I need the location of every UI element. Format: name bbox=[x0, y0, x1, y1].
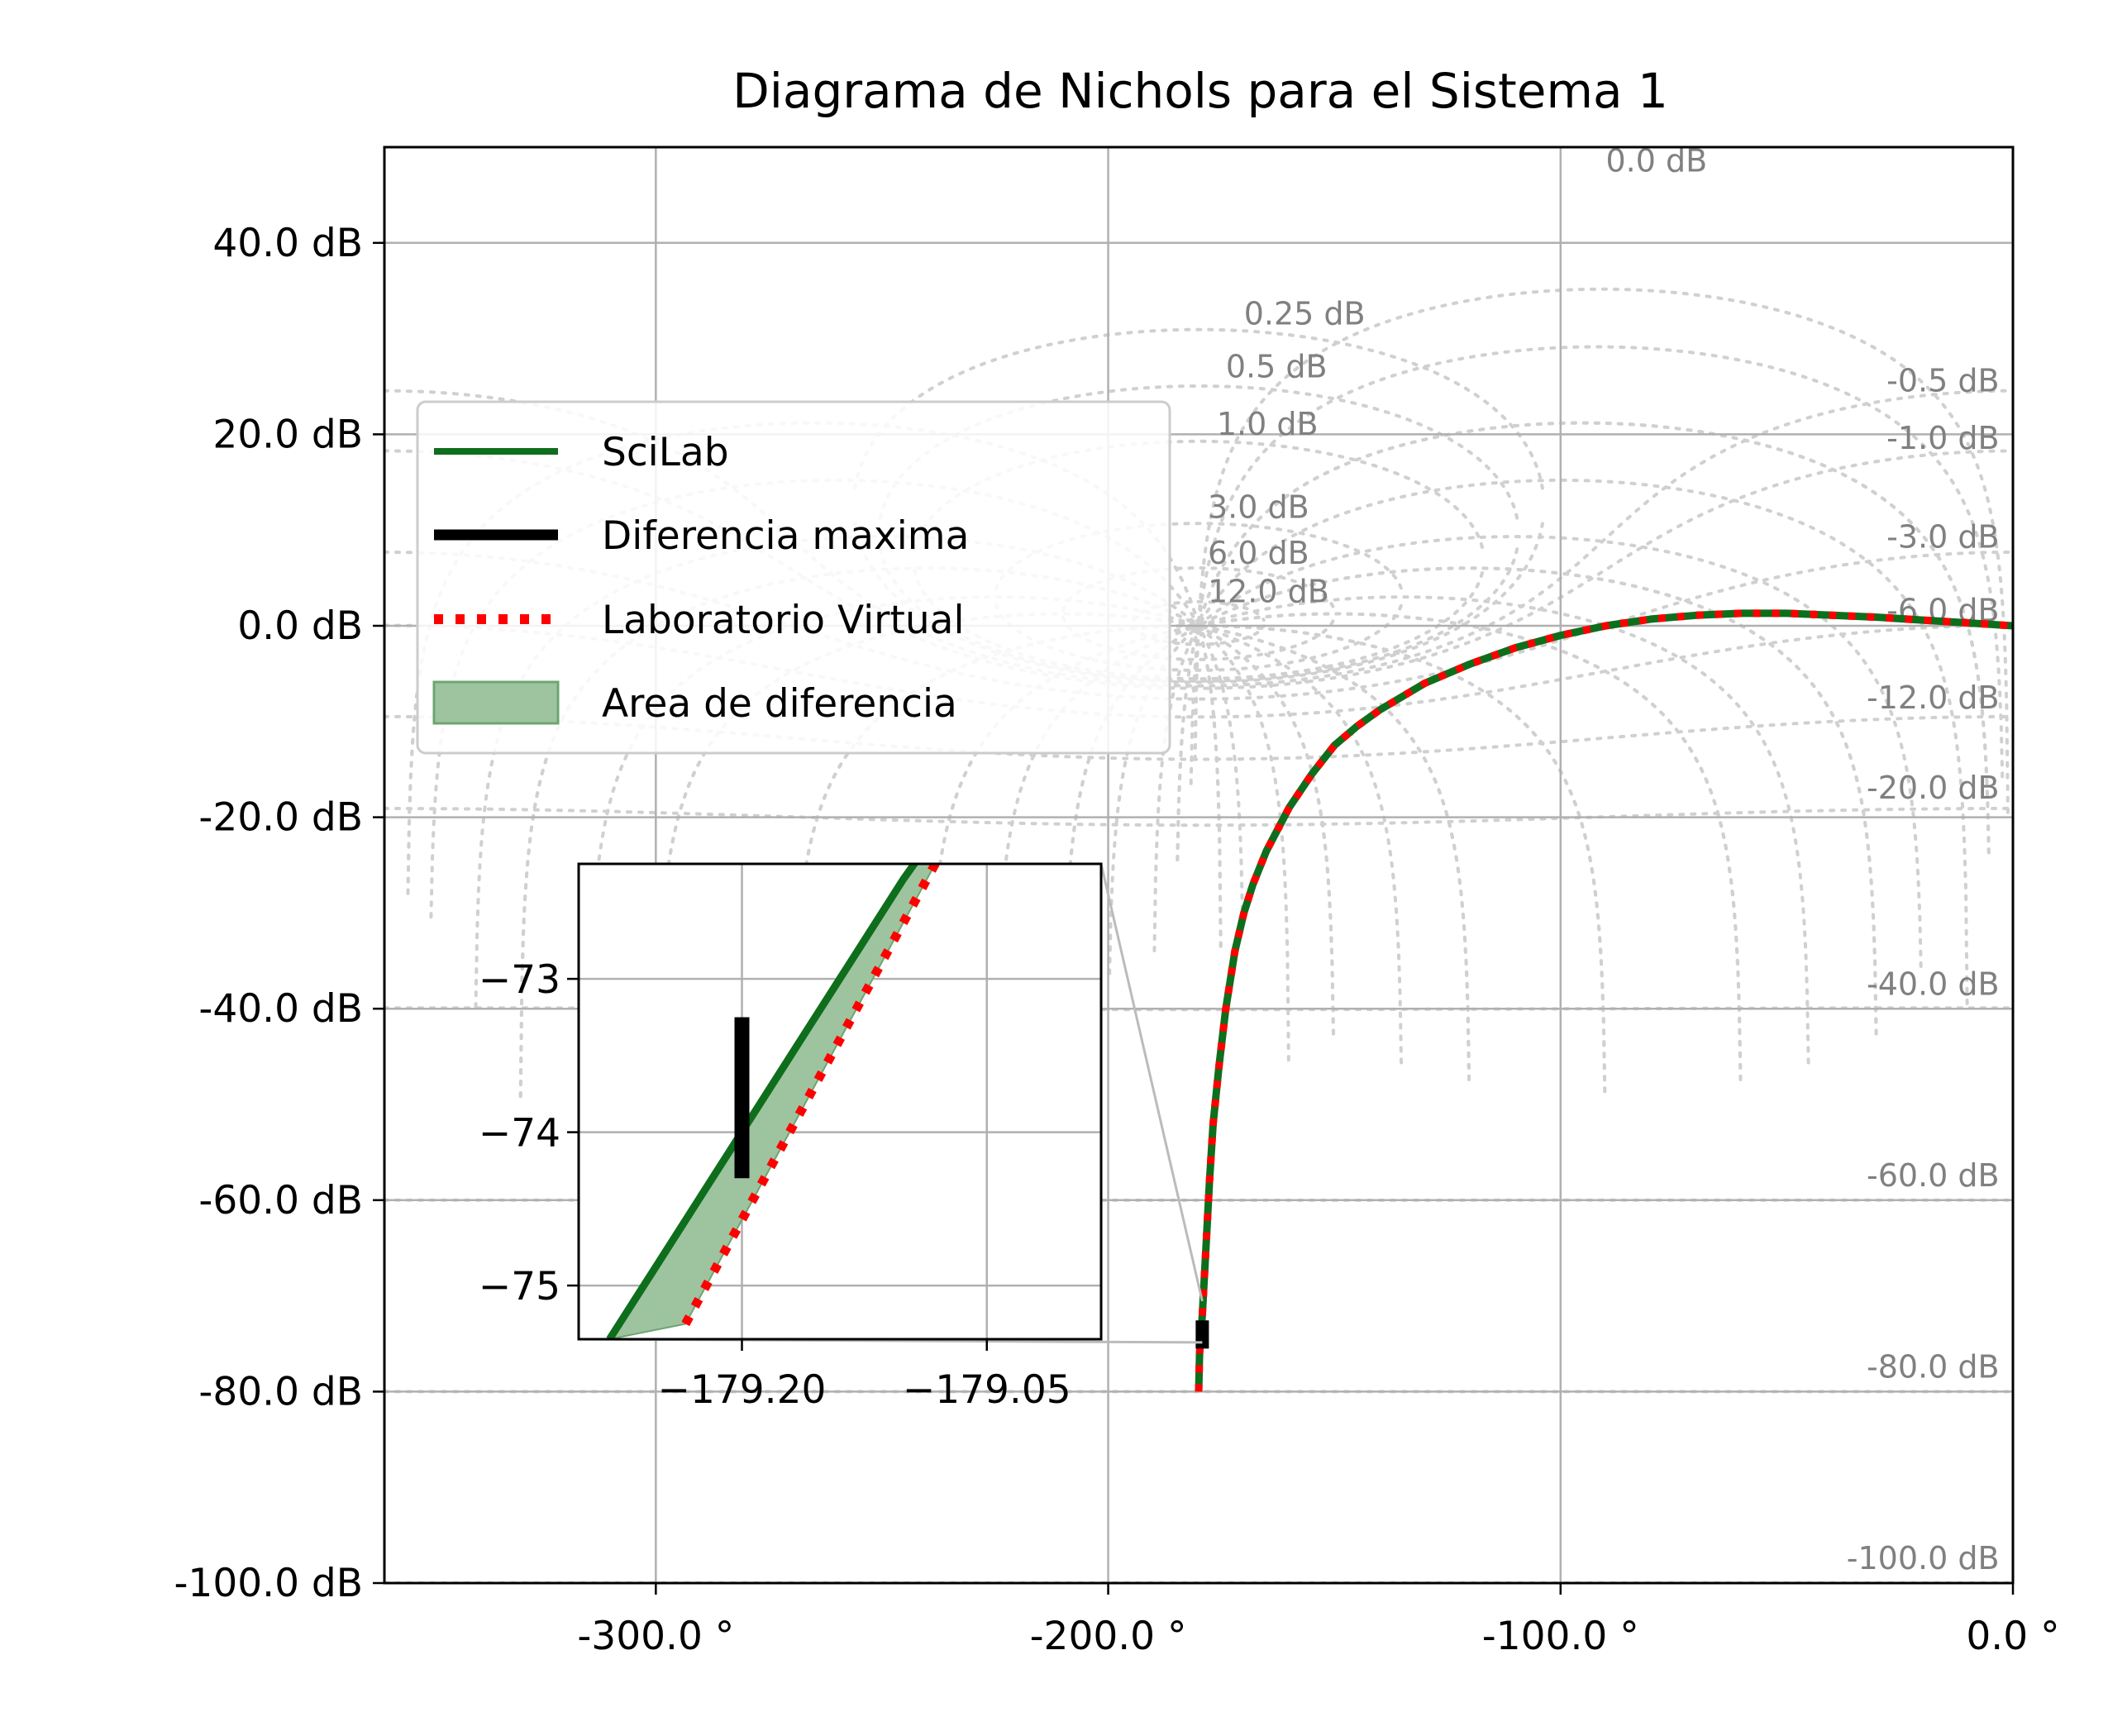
legend-box bbox=[416, 400, 1171, 755]
nichols-grid-label: -40.0 dB bbox=[1867, 966, 2000, 1002]
inset-grid: −179.20 −179.05 −73 −74 −75 bbox=[479, 864, 1101, 1413]
y-tick-label: -60.0 dB bbox=[198, 1178, 363, 1223]
n-line bbox=[1108, 535, 1923, 975]
inset-y-tick-label: −75 bbox=[479, 1264, 560, 1309]
n-line bbox=[1189, 345, 2005, 785]
axes-frame bbox=[383, 145, 2015, 1585]
chart-title: Diagrama de Nichols para el Sistema 1 bbox=[732, 63, 1668, 119]
x-tick-label: -300.0 ° bbox=[577, 1614, 734, 1659]
m-circle bbox=[384, 550, 2013, 701]
legend-label: Area de diferencia bbox=[602, 681, 957, 727]
inset-x-tick-label: −179.05 bbox=[903, 1367, 1071, 1413]
zoom-connector bbox=[1099, 863, 1204, 1302]
nichols-grid-label: -20.0 dB bbox=[1867, 770, 2000, 806]
y-tick-label: 40.0 dB bbox=[212, 221, 363, 266]
nichols-grid-label: 1.0 dB bbox=[1217, 406, 1319, 442]
legend: SciLab Diferencia maxima Laboratorio Virtu… bbox=[416, 400, 1171, 755]
nichols-grid-label: 12.0 dB bbox=[1208, 573, 1329, 609]
x-tick-label: -200.0 ° bbox=[1030, 1614, 1187, 1659]
m-circle bbox=[384, 807, 2013, 827]
n-line bbox=[1193, 287, 2010, 819]
nichols-grid-label: -1.0 dB bbox=[1886, 420, 1999, 456]
main-plot: -300.0 ° -200.0 ° -100.0 ° 0.0 ° 40.0 dB 20.0… bbox=[174, 142, 2060, 1659]
nichols-grid-label: -12.0 dB bbox=[1867, 680, 2000, 716]
n-line bbox=[994, 595, 1810, 1127]
nichols-grid-label: 6.0 dB bbox=[1208, 535, 1309, 571]
y-tick-label: -80.0 dB bbox=[198, 1369, 363, 1414]
y-tick-label: -100.0 dB bbox=[174, 1561, 363, 1606]
n-line bbox=[1061, 566, 1878, 1099]
nichols-grid-label: 0.5 dB bbox=[1226, 348, 1328, 384]
m-circle bbox=[853, 327, 1544, 490]
n-line bbox=[586, 595, 1404, 1127]
x-tick-label: -100.0 ° bbox=[1482, 1614, 1639, 1659]
y-tick-label: -40.0 dB bbox=[198, 986, 363, 1032]
series-laboratorio-virtual bbox=[1195, 609, 2013, 1392]
y-tick-label: -20.0 dB bbox=[198, 795, 363, 841]
inset-series-scilab bbox=[606, 864, 919, 1339]
nichols-grid-label: -0.5 dB bbox=[1886, 363, 1999, 399]
nichols-grid-label: 0.25 dB bbox=[1244, 296, 1366, 332]
nichols-grid-label: -100.0 dB bbox=[1847, 1540, 2000, 1576]
inset-x-tick-label: −179.20 bbox=[658, 1367, 827, 1413]
x-tick-label: 0.0 ° bbox=[1966, 1614, 2059, 1659]
inset-y-tick-label: −74 bbox=[479, 1111, 560, 1157]
inset-series bbox=[606, 864, 941, 1339]
n-line bbox=[926, 612, 1743, 1144]
nichols-labels: 0.0 dB 0.25 dB 0.5 dB 1.0 dB 3.0 dB 6.0 dB12.… bbox=[1208, 142, 2000, 1576]
y-tick-label: 20.0 dB bbox=[212, 412, 363, 457]
nichols-grid-label: -80.0 dB bbox=[1867, 1348, 2000, 1385]
n-line bbox=[1176, 421, 1991, 861]
inset-series-laboratorio-virtual bbox=[681, 864, 941, 1327]
series bbox=[1195, 609, 2013, 1392]
nichols-grid-label: 0.0 dB bbox=[1606, 142, 1708, 179]
nichols-grid-label: -3.0 dB bbox=[1886, 518, 1999, 555]
nichols-grid-label: 3.0 dB bbox=[1208, 489, 1309, 526]
inset-y-tick-label: −73 bbox=[479, 957, 560, 1003]
legend-label: Diferencia maxima bbox=[602, 513, 969, 559]
legend-label: SciLab bbox=[602, 430, 729, 475]
grid: -300.0 ° -200.0 ° -100.0 ° 0.0 ° 40.0 dB 20.0… bbox=[174, 147, 2060, 1659]
n-line bbox=[654, 612, 1471, 1144]
inset-zoom: −179.20 −179.05 −73 −74 −75 bbox=[479, 862, 1204, 1413]
legend-swatch-area bbox=[432, 680, 560, 725]
m-circle bbox=[384, 623, 2013, 719]
y-tick-label: 0.0 dB bbox=[237, 603, 363, 649]
n-line bbox=[1061, 566, 1878, 1099]
inset-frame bbox=[577, 862, 1103, 1341]
n-line bbox=[790, 624, 1607, 1156]
nichols-grid-label: -60.0 dB bbox=[1867, 1157, 2000, 1194]
series-scilab bbox=[1195, 609, 2013, 1392]
legend-label: Laboratorio Virtual bbox=[602, 598, 965, 643]
